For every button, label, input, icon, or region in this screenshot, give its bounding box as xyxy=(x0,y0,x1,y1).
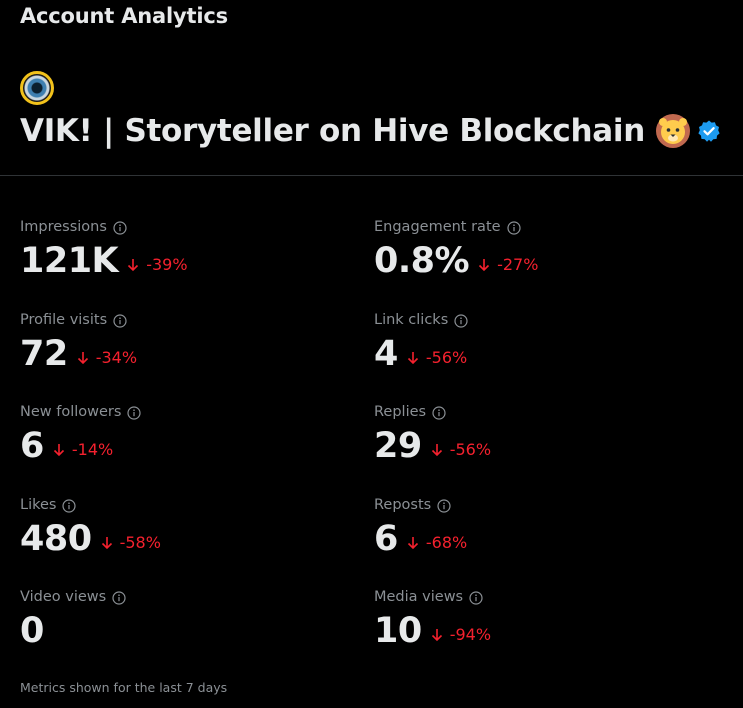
metric-change: -56% xyxy=(431,440,491,459)
metric-change-value: -58% xyxy=(119,532,161,552)
metric-change-value: -39% xyxy=(146,254,188,274)
metric-label: Engagement rate xyxy=(374,219,501,235)
info-icon[interactable] xyxy=(113,313,127,328)
metric-value: 0.8% xyxy=(374,241,470,281)
metric-change: -56% xyxy=(407,348,467,367)
info-icon[interactable] xyxy=(469,590,483,605)
down-arrow-icon xyxy=(127,257,139,272)
metric-value: 6 xyxy=(20,426,44,466)
down-arrow-icon xyxy=(101,535,113,550)
metric-label: Replies xyxy=(374,404,427,420)
page-title: Account Analytics xyxy=(20,4,228,28)
metric-value: 72 xyxy=(20,334,68,374)
info-icon[interactable] xyxy=(432,405,446,420)
footer-note: Metrics shown for the last 7 days xyxy=(20,680,228,695)
metric-change-value: -27% xyxy=(497,254,539,274)
metric-label: Video views xyxy=(20,589,107,605)
metric-reposts: Reposts 6 -68% xyxy=(374,495,704,561)
metric-label: Profile visits xyxy=(20,312,108,328)
down-arrow-icon xyxy=(53,442,65,457)
info-icon[interactable] xyxy=(112,590,126,605)
lion-face-icon xyxy=(655,113,691,149)
metric-media-views: Media views 10 -94% xyxy=(374,587,704,653)
metric-label: New followers xyxy=(20,404,122,420)
metric-value: 0 xyxy=(20,611,44,651)
metric-change: -27% xyxy=(478,255,538,274)
metric-likes: Likes 480 -58% xyxy=(20,495,350,561)
metric-label: Impressions xyxy=(20,219,107,235)
info-icon[interactable] xyxy=(454,313,468,328)
metric-change: -34% xyxy=(77,348,137,367)
info-icon[interactable] xyxy=(437,498,451,513)
metric-value: 6 xyxy=(374,519,398,559)
verified-badge-icon[interactable] xyxy=(697,119,721,143)
metric-engagement-rate: Engagement rate 0.8% -27% xyxy=(374,217,704,283)
header-divider xyxy=(0,175,743,176)
metric-value: 29 xyxy=(374,426,422,466)
info-icon[interactable] xyxy=(127,405,142,420)
metric-replies: Replies 29 -56% xyxy=(374,402,704,468)
info-icon[interactable] xyxy=(62,498,77,513)
metric-change: -39% xyxy=(127,254,188,274)
metric-change: -58% xyxy=(101,533,161,552)
metric-change: -14% xyxy=(53,440,113,459)
metric-value: 480 xyxy=(20,519,92,559)
metric-change-value: -94% xyxy=(449,624,492,644)
down-arrow-icon xyxy=(77,350,89,365)
down-arrow-icon xyxy=(407,350,419,365)
metric-label: Media views xyxy=(374,589,464,605)
metric-profile-visits: Profile visits 72 -34% xyxy=(20,310,350,376)
metric-value: 4 xyxy=(374,334,398,374)
metric-change: -94% xyxy=(431,625,491,644)
metric-impressions: Impressions 121K -39% xyxy=(20,217,350,283)
metric-label: Link clicks xyxy=(374,312,449,328)
down-arrow-icon xyxy=(407,535,419,550)
info-icon[interactable] xyxy=(506,220,521,235)
metric-link-clicks: Link clicks 4 -56% xyxy=(374,310,704,376)
metric-new-followers: New followers 6 -14% xyxy=(20,402,350,468)
account-name[interactable]: VIK! | Storyteller on Hive Blockchain xyxy=(20,113,645,149)
down-arrow-icon xyxy=(431,442,443,457)
metric-label: Reposts xyxy=(374,497,432,513)
metric-video-views: Video views 0 xyxy=(20,587,350,653)
metric-change-value: -68% xyxy=(425,532,468,552)
avatar[interactable] xyxy=(20,71,54,105)
metric-change: -68% xyxy=(407,533,467,552)
metric-label: Likes xyxy=(20,497,57,513)
metric-change-value: -56% xyxy=(449,439,492,459)
down-arrow-icon xyxy=(431,627,443,642)
metric-change-value: -56% xyxy=(425,347,468,367)
metric-value: 10 xyxy=(374,611,422,651)
account-header: VIK! | Storyteller on Hive Blockchain xyxy=(20,113,721,149)
down-arrow-icon xyxy=(478,257,490,272)
metric-value: 121K xyxy=(20,241,119,281)
metric-change-value: -14% xyxy=(71,439,114,459)
info-icon[interactable] xyxy=(113,220,127,235)
metric-change-value: -34% xyxy=(95,347,138,367)
